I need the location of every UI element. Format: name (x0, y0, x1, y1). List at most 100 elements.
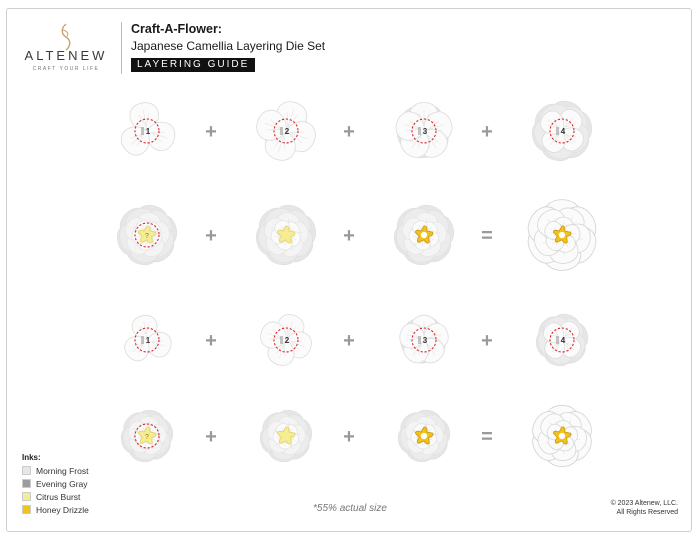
petal-vein (288, 340, 305, 350)
flower-step (532, 404, 592, 468)
petal-vein (286, 321, 296, 338)
registration-mark (141, 336, 144, 344)
flower-center-hole (420, 432, 428, 440)
flower-step: 1 (120, 102, 176, 156)
ink-item-honey-drizzle: Honey Drizzle (22, 503, 89, 516)
registration-mark (280, 127, 283, 135)
page-border (6, 8, 692, 532)
flower-step (397, 409, 451, 463)
flower-step: ? (116, 204, 178, 266)
brand-tagline: CRAFT YOUR LIFE (32, 66, 100, 72)
equals-sign: = (481, 426, 493, 448)
layer-number: 4 (561, 127, 566, 136)
flower-step: 1 (124, 315, 172, 362)
flower-center-hole (558, 231, 566, 239)
plus-sign: + (343, 225, 355, 247)
ink-label: Citrus Burst (36, 491, 81, 502)
registration-mark (418, 127, 421, 135)
petal-vein (139, 321, 150, 338)
layer-number: 3 (423, 336, 428, 345)
ink-label: Morning Frost (36, 465, 89, 476)
flower-center-hole (558, 432, 566, 440)
flower-step: 2 (256, 101, 316, 161)
flower-center (137, 225, 157, 244)
registration-mark (141, 127, 144, 135)
flower-step: 3 (399, 314, 449, 364)
flower-center (137, 426, 157, 445)
flower-step (259, 409, 313, 463)
guide-circle (549, 327, 575, 353)
registration-mark (556, 336, 559, 344)
registration-mark (280, 336, 283, 344)
petal-vein (563, 117, 575, 129)
flower-step (527, 199, 597, 271)
layer-number: 1 (146, 336, 151, 345)
registration-mark: ? (145, 233, 149, 240)
header-divider (121, 22, 122, 74)
plus-sign: + (205, 330, 217, 352)
guide-circle (549, 118, 575, 144)
ink-item-evening-gray: Evening Gray (22, 477, 89, 490)
inks-title: Inks: (22, 453, 41, 462)
plus-sign: + (343, 426, 355, 448)
ink-label: Honey Drizzle (36, 504, 89, 515)
plus-sign: + (205, 426, 217, 448)
layer-number: 1 (146, 127, 151, 136)
layer-number: 2 (285, 336, 290, 345)
plus-sign: + (343, 121, 355, 143)
flower-center-hole (420, 231, 428, 239)
registration-mark (556, 127, 559, 135)
petal (395, 111, 425, 141)
guide-circle (273, 118, 299, 144)
petal-vein (149, 340, 165, 350)
flower-step: 3 (395, 102, 453, 159)
registration-mark (418, 336, 421, 344)
page-title: Craft-A-Flower: (131, 22, 222, 36)
guide-circle (134, 327, 160, 353)
equals-sign: = (481, 225, 493, 247)
flower-center (276, 426, 296, 445)
flower-step: ? (120, 409, 174, 463)
page-subtitle: Japanese Camellia Layering Die Set (131, 39, 326, 53)
layer-number: 2 (285, 127, 290, 136)
plus-sign: + (205, 225, 217, 247)
guide-circle (411, 118, 437, 144)
petal-vein (276, 342, 286, 359)
brand-name: ALTENEW (24, 48, 108, 63)
inks-legend: Inks: Morning Frost Evening Gray Citrus … (22, 453, 89, 516)
layer-number: 4 (561, 336, 566, 345)
petal-vein (564, 132, 576, 144)
registration-mark: ? (145, 434, 149, 441)
ink-label: Evening Gray (36, 478, 88, 489)
brand-flourish-icon (61, 23, 71, 51)
flower-step: 4 (535, 313, 589, 367)
guide-circle (273, 327, 299, 353)
flower-step (255, 204, 317, 266)
layer-number: 3 (423, 127, 428, 136)
petal-vein (549, 133, 561, 145)
guide-circle (134, 222, 160, 248)
ink-item-citrus-burst: Citrus Burst (22, 490, 89, 503)
flower-center (276, 225, 296, 244)
ink-swatch (22, 505, 31, 514)
scale-note: *55% actual size (313, 503, 387, 514)
guide-circle (134, 118, 160, 144)
petal (146, 121, 176, 152)
flower-step: 4 (531, 100, 593, 162)
ink-item-morning-frost: Morning Frost (22, 464, 89, 477)
plus-sign: + (481, 330, 493, 352)
copyright-line: All Rights Reserved (616, 509, 678, 516)
guide-circle (134, 423, 160, 449)
layering-guide-badge: LAYERING GUIDE (131, 58, 256, 72)
ink-swatch (22, 466, 31, 475)
copyright: © 2023 Altenew, LLC. All Rights Reserved (611, 499, 678, 517)
plus-sign: + (343, 330, 355, 352)
plus-sign: + (205, 121, 217, 143)
ink-swatch (22, 479, 31, 488)
flower-step (393, 204, 455, 266)
ink-swatch (22, 492, 31, 501)
copyright-line: © 2023 Altenew, LLC. (610, 500, 678, 507)
brand-logo: ALTENEW CRAFT YOUR LIFE (20, 22, 112, 76)
